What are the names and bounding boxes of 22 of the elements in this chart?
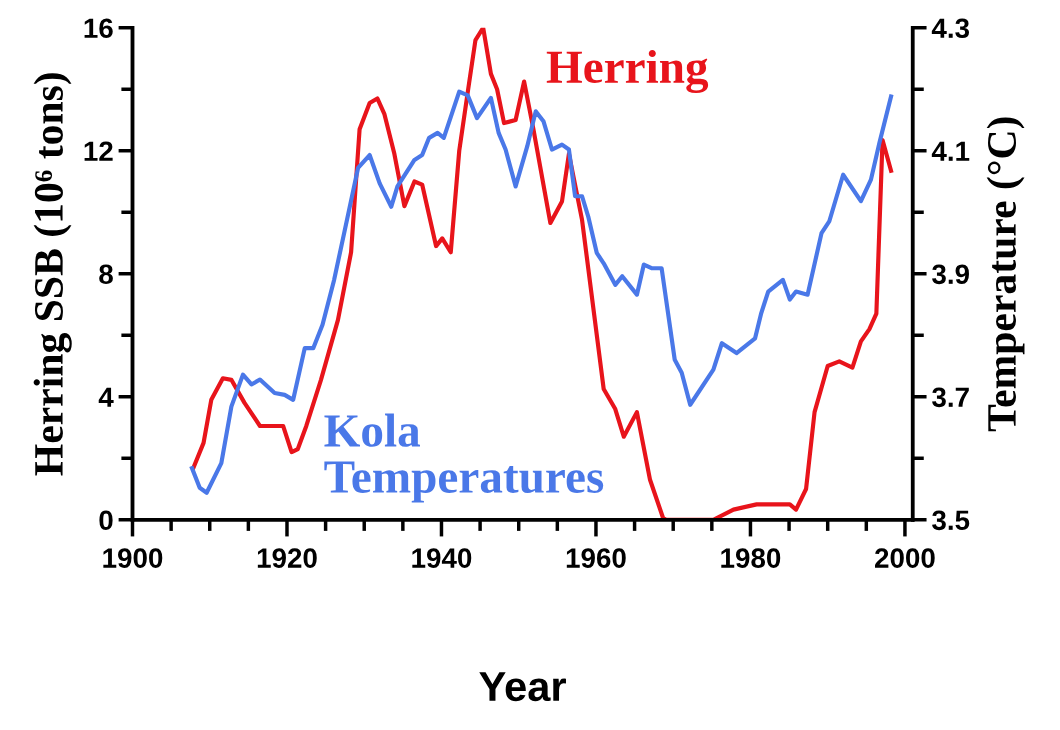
y2-tick-label: 3.5 (932, 510, 970, 531)
x-tick-label: 1900 (103, 548, 163, 568)
x-tick-label: 2000 (875, 548, 935, 568)
series-label: Kola Temperatures (324, 413, 604, 503)
x-tick-label: 1920 (257, 548, 317, 568)
y-tick-label: 0 (99, 510, 113, 531)
y-axis-title: Herring SSB (10⁶ tons) (33, 73, 72, 476)
y2-tick-label: 3.7 (932, 387, 969, 408)
x-axis-title: Year (479, 672, 566, 702)
y-tick-label: 12 (84, 141, 113, 161)
y-tick-label: 4 (98, 387, 114, 407)
y2-tick-label: 3.9 (932, 264, 969, 285)
line-series (191, 27, 894, 520)
y2-axis-title: Temperature (°C) (986, 117, 1025, 432)
x-tick-label: 1940 (412, 548, 472, 568)
y2-tick-label: 4.1 (931, 141, 970, 161)
series-label: Herring (546, 49, 709, 94)
x-tick-label: 1980 (721, 548, 781, 568)
x-tick-label: 1960 (566, 548, 626, 568)
y2-tick-label: 4.3 (931, 18, 970, 39)
y-tick-label: 8 (99, 264, 113, 285)
y-tick-label: 16 (84, 18, 113, 39)
